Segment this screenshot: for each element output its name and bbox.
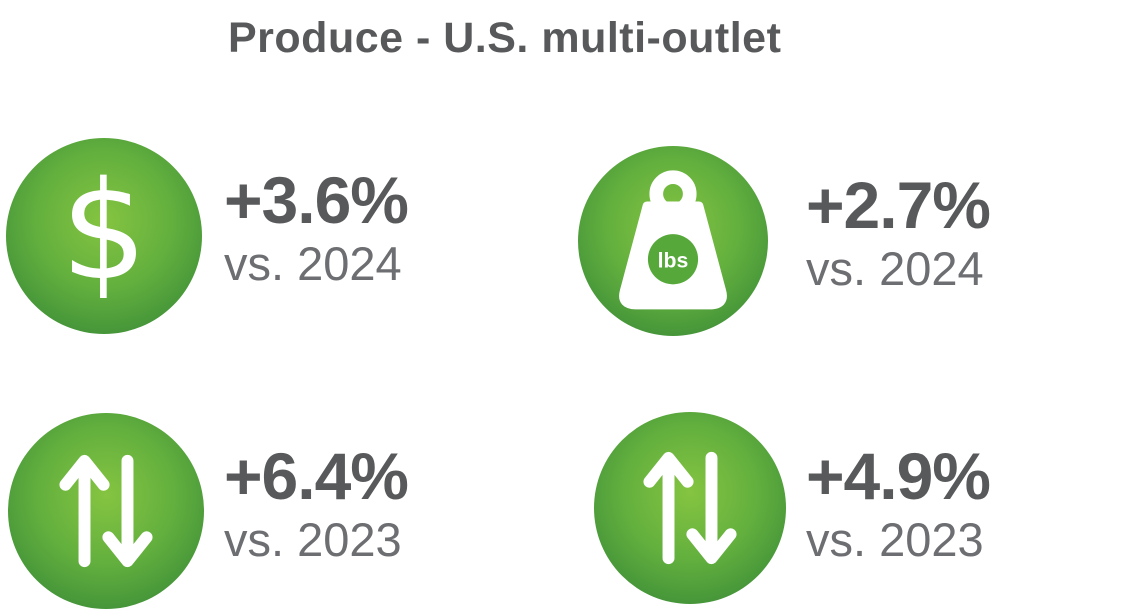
stat-lbs-vs-2024: +2.7% vs. 2024 bbox=[806, 168, 991, 295]
dollar-sales-circle: $ bbox=[6, 138, 202, 334]
stat-dollar-vs-2024: +3.6% vs. 2024 bbox=[224, 163, 409, 290]
stat-comparison: vs. 2024 bbox=[806, 242, 984, 295]
down-arrow-head bbox=[102, 531, 153, 568]
stat-value: +4.9% bbox=[806, 439, 991, 513]
up-down-arrows-icon bbox=[59, 454, 153, 568]
weight-lbs-label: lbs bbox=[658, 249, 689, 273]
stat-comparison: vs. 2023 bbox=[224, 513, 402, 566]
stat-value: +3.6% bbox=[224, 163, 409, 237]
stat-comparison: vs. 2023 bbox=[806, 513, 984, 566]
stat-lbs-vs-2023: +4.9% vs. 2023 bbox=[806, 439, 991, 566]
stat-comparison: vs. 2024 bbox=[224, 237, 402, 290]
stat-dollar-vs-2023: +6.4% vs. 2023 bbox=[224, 439, 409, 566]
volume-yoy-circle bbox=[594, 412, 786, 604]
dollar-yoy-circle bbox=[8, 413, 204, 609]
up-arrow-head bbox=[59, 454, 110, 491]
weight-lbs-icon: lbs bbox=[619, 170, 727, 310]
up-down-arrows-icon bbox=[643, 451, 737, 565]
down-arrow-head bbox=[686, 528, 737, 565]
infographic-title: Produce - U.S. multi-outlet bbox=[228, 14, 782, 62]
stat-value: +6.4% bbox=[224, 439, 409, 513]
volume-lbs-circle: lbs bbox=[578, 146, 768, 336]
up-arrow-head bbox=[643, 451, 694, 488]
weight-badge bbox=[647, 234, 699, 285]
stat-value: +2.7% bbox=[806, 168, 991, 242]
dollar-icon: $ bbox=[60, 153, 148, 311]
